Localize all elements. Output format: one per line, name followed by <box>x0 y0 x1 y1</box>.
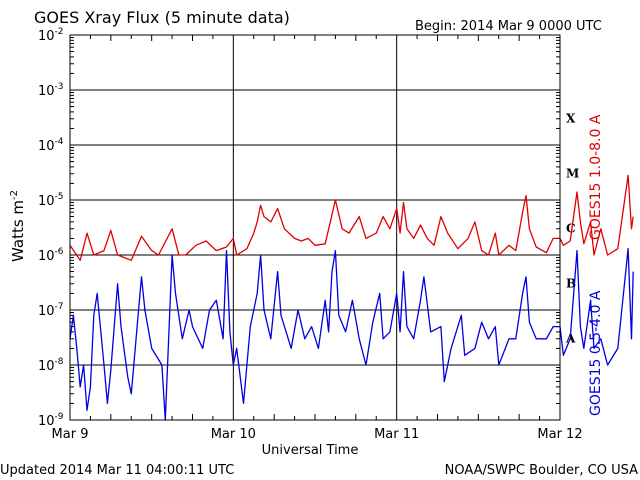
y-tick-exponent: -8 <box>55 357 64 367</box>
begin-label: Begin: 2014 Mar 9 0000 UTC <box>415 19 602 34</box>
y-tick-exponent: -2 <box>55 27 64 37</box>
y-tick-exponent: -9 <box>55 412 64 422</box>
y-tick-mantissa: 10 <box>38 249 55 264</box>
y-tick-mantissa: 10 <box>38 29 55 44</box>
flare-class-label: X <box>566 112 576 126</box>
x-tick-label: Mar 9 <box>52 427 89 442</box>
y-tick-mantissa: 10 <box>38 304 55 319</box>
y-tick-label: 10-9 <box>38 412 64 429</box>
y-tick-exponent: -4 <box>55 137 64 147</box>
y-tick-exponent: -3 <box>55 82 64 92</box>
y-tick-exponent: -6 <box>55 247 64 257</box>
y-tick-labels: 10-210-310-410-510-610-710-810-9 <box>38 27 64 429</box>
updated-timestamp: Updated 2014 Mar 11 04:00:11 UTC <box>0 463 234 478</box>
flare-class-label: M <box>566 167 579 181</box>
series-line-long-wave <box>69 174 634 261</box>
y-tick-mantissa: 10 <box>38 139 55 154</box>
y-tick-mantissa: 10 <box>38 194 55 209</box>
y-axis-label: Watts m-2 <box>9 190 27 262</box>
y-tick-mantissa: 10 <box>38 359 55 374</box>
flare-class-label: B <box>566 277 576 291</box>
source-credit: NOAA/SWPC Boulder, CO USA <box>445 463 638 478</box>
data-traces <box>69 174 634 421</box>
y-tick-label: 10-6 <box>38 247 64 264</box>
y-axis-label-exp: -2 <box>9 190 20 200</box>
grid-lines <box>70 35 560 420</box>
y-tick-label: 10-8 <box>38 357 64 374</box>
x-tick-label: Mar 10 <box>211 427 256 442</box>
y-tick-exponent: -7 <box>55 302 64 312</box>
series-line-short-wave <box>69 248 634 421</box>
y-tick-label: 10-4 <box>38 137 64 154</box>
legend-series-short-wave: GOES15 0.5-4.0 A <box>588 290 604 416</box>
plot-frame <box>69 34 561 421</box>
x-tick-label: Mar 11 <box>374 427 419 442</box>
y-tick-label: 10-5 <box>38 192 64 209</box>
y-tick-mantissa: 10 <box>38 84 55 99</box>
legend-series-long-wave: GOES15 1.0-8.0 A <box>588 114 604 240</box>
y-axis-label-base: Watts m <box>9 200 27 262</box>
x-axis-label: Universal Time <box>262 443 359 458</box>
y-tick-label: 10-7 <box>38 302 64 319</box>
y-tick-mantissa: 10 <box>38 414 55 429</box>
x-tick-labels: Mar 9 Mar 10 Mar 11 Mar 12 <box>52 427 583 442</box>
y-tick-exponent: -5 <box>55 192 64 202</box>
y-tick-label: 10-3 <box>38 82 64 99</box>
chart-title: GOES Xray Flux (5 minute data) <box>34 8 290 27</box>
x-tick-label: Mar 12 <box>537 427 582 442</box>
y-tick-label: 10-2 <box>38 27 64 44</box>
flare-class-label: C <box>566 222 576 236</box>
